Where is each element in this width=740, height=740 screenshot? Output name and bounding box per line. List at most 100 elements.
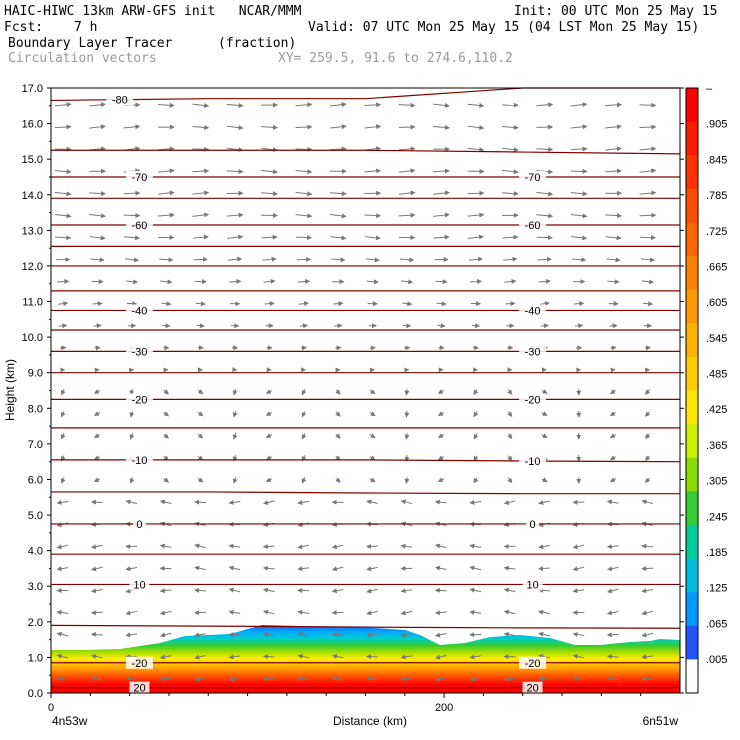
vector-arrow	[159, 654, 172, 660]
vector-arrow	[539, 301, 550, 307]
colorbar-swatch	[686, 121, 698, 156]
vector-arrow	[365, 257, 380, 263]
vector-arrow	[61, 477, 66, 484]
colorbar-label: –	[706, 83, 713, 95]
vector-arrow	[400, 654, 413, 660]
vector-arrow	[329, 146, 347, 152]
contour-label-bg	[125, 219, 153, 232]
vector-arrow	[366, 588, 378, 594]
contour-label-bg	[519, 219, 547, 232]
vector-arrow	[364, 124, 382, 130]
vector-arrow	[226, 125, 244, 131]
vector-arrow	[538, 500, 550, 505]
vector-arrow	[90, 499, 103, 505]
vector-arrow	[541, 411, 548, 416]
vector-arrow	[228, 543, 241, 549]
vector-arrow	[538, 653, 550, 659]
vector-arrow	[56, 499, 69, 505]
vector-arrow	[369, 389, 376, 395]
vector-arrow	[404, 433, 410, 440]
vector-arrow	[469, 543, 482, 549]
vector-arrow	[226, 212, 244, 218]
vector-arrow	[194, 587, 206, 593]
vector-arrow	[159, 588, 172, 594]
vector-arrow	[366, 610, 378, 616]
vector-arrow	[93, 389, 101, 394]
vector-arrow	[366, 566, 378, 572]
vector-arrow	[607, 588, 619, 594]
vector-arrow	[468, 256, 484, 262]
vector-arrow	[433, 212, 450, 218]
vector-arrow	[194, 654, 206, 660]
vector-arrow	[261, 191, 278, 197]
vector-arrow	[331, 257, 346, 263]
vector-arrow	[501, 124, 519, 130]
vector-arrow	[329, 213, 347, 219]
vector-arrow	[434, 565, 447, 571]
vector-arrow	[261, 169, 278, 175]
vector-arrow	[437, 433, 445, 438]
vector-arrow	[297, 631, 310, 637]
y-axis: 0.0 1.0 2.0 3.0 4.0 5.0 6.0 7.0 8.0 9.0 10.0 11.0 12…	[22, 83, 684, 700]
vector-arrow	[265, 455, 273, 460]
colorbar-swatch	[686, 222, 698, 257]
vector-arrow	[507, 433, 513, 440]
circulation-vectors	[54, 102, 657, 682]
contour-label: -60	[132, 220, 148, 232]
vector-arrow	[228, 676, 241, 682]
vector-arrow	[364, 102, 382, 108]
vector-arrow	[605, 235, 622, 241]
fcst-label: Fcst:	[4, 20, 44, 35]
vector-arrow	[295, 213, 313, 219]
vector-arrow	[473, 411, 479, 418]
vector-arrow	[404, 477, 410, 484]
vector-arrow	[433, 190, 450, 196]
vector-arrow	[263, 278, 276, 284]
contour-label: -20	[525, 658, 541, 670]
contour-label: -70	[525, 172, 541, 184]
vector-arrow	[507, 411, 513, 418]
colorbar-swatch	[686, 356, 698, 391]
vector-arrow	[91, 676, 103, 681]
vector-arrow	[59, 323, 68, 329]
contour-label: 20	[133, 683, 145, 695]
vector-arrow	[639, 212, 657, 218]
colorbar-swatch	[686, 625, 698, 660]
vector-arrow	[159, 257, 174, 263]
colorbar-swatch	[686, 424, 698, 459]
vector-arrow	[571, 235, 588, 241]
vector-arrow	[297, 653, 310, 659]
vector-arrow	[94, 345, 101, 351]
vector-arrow	[56, 653, 69, 659]
vector-arrow	[605, 168, 622, 174]
vector-arrow	[90, 544, 103, 550]
vector-arrow	[160, 279, 173, 285]
vector-arrow	[570, 124, 588, 130]
contour-label: -80	[112, 95, 128, 107]
vector-arrow	[641, 588, 654, 594]
vector-arrow	[91, 566, 103, 572]
contour-label-bg	[519, 304, 547, 317]
vector-arrow	[501, 169, 519, 175]
colorbar-swatch	[686, 558, 698, 593]
vector-arrow	[329, 191, 347, 197]
vector-arrow	[433, 168, 450, 174]
vector-arrow	[639, 146, 657, 152]
vector-arrow	[641, 610, 654, 616]
vector-arrow	[61, 411, 66, 418]
vector-arrow	[89, 191, 107, 197]
vector-arrow	[503, 500, 516, 505]
colorbar-label: .605	[706, 297, 727, 309]
colorbar-label: .125	[706, 583, 727, 595]
colorbar-label: .065	[706, 618, 727, 630]
vector-arrow	[437, 477, 445, 483]
y-tick-label: 8.0	[28, 403, 43, 415]
vector-arrow	[295, 124, 313, 130]
vector-arrow	[123, 124, 141, 130]
vector-arrow	[194, 565, 206, 571]
vector-arrow	[471, 323, 481, 329]
vector-arrow	[639, 235, 657, 241]
vector-arrow	[163, 477, 169, 483]
contour-label-bg	[125, 170, 153, 183]
vector-arrow	[163, 433, 169, 439]
